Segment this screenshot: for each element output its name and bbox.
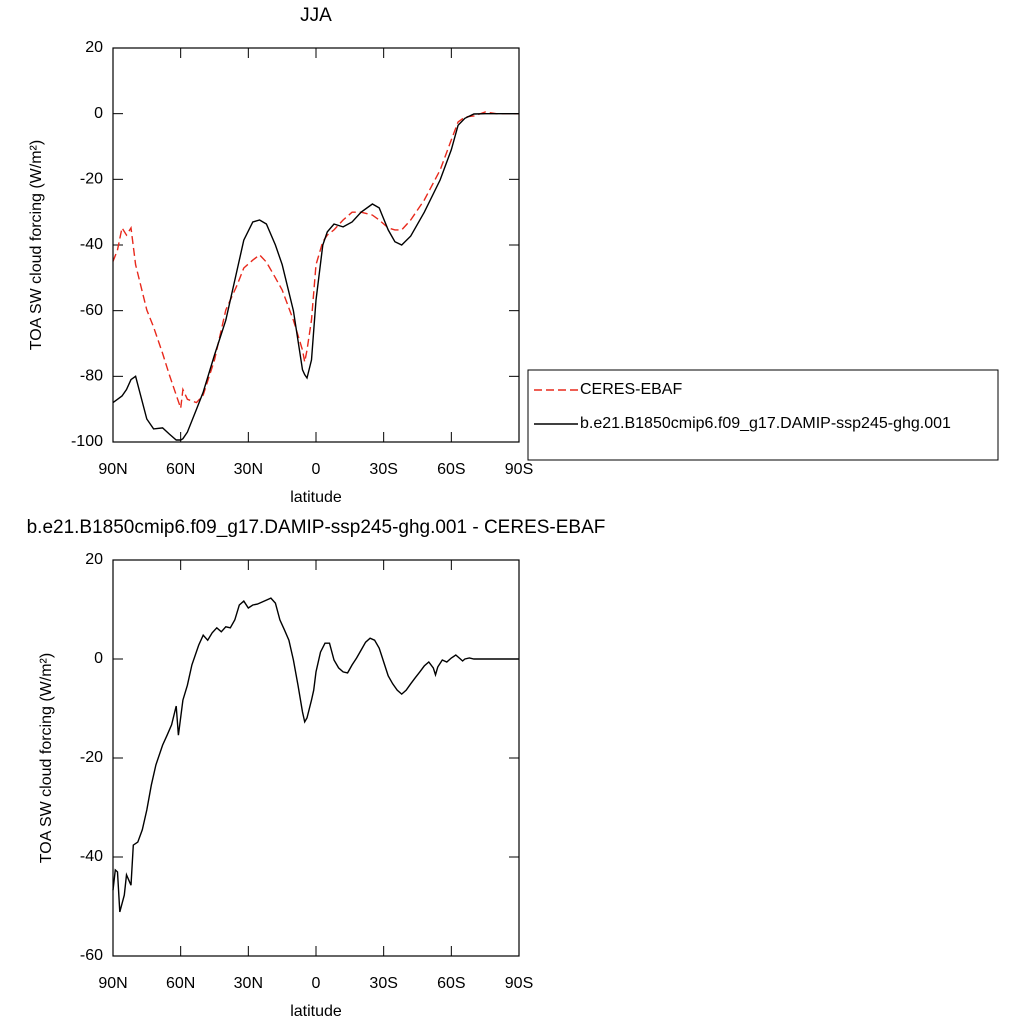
legend-box (527, 369, 999, 461)
x-tick-label: 30N (234, 975, 263, 992)
x-tick-label: 90N (98, 461, 127, 478)
x-tick-label: 0 (312, 975, 321, 992)
y-tick-label: -80 (80, 368, 103, 385)
x-tick-label: 60N (166, 461, 195, 478)
x-tick-label: 30S (369, 461, 397, 478)
x-tick-label: 60S (437, 975, 465, 992)
y-tick-label: -40 (80, 236, 103, 253)
y-tick-label: -40 (80, 848, 103, 865)
y-tick-label: -20 (80, 171, 103, 188)
x-tick-label: 60S (437, 461, 465, 478)
data-line (112, 111, 519, 409)
chart-title: JJA (300, 5, 332, 26)
x-axis-label: latitude (290, 1003, 342, 1020)
x-tick-label: 60N (166, 975, 195, 992)
legend-label: CERES-EBAF (580, 381, 682, 398)
y-tick-label: 0 (94, 105, 103, 122)
x-tick-label: 90N (98, 975, 127, 992)
y-axis-label: TOA SW cloud forcing (W/m²) (28, 140, 45, 350)
y-axis-label: TOA SW cloud forcing (W/m²) (38, 653, 55, 863)
x-tick-label: 0 (312, 461, 321, 478)
x-tick-label: 90S (505, 461, 533, 478)
y-tick-label: 20 (85, 39, 103, 56)
legend-label: b.e21.B1850cmip6.f09_g17.DAMIP-ssp245-gh… (580, 415, 951, 432)
data-line (112, 597, 519, 913)
y-tick-label: -60 (80, 947, 103, 964)
y-tick-label: -100 (71, 433, 103, 450)
plot-frame (112, 559, 520, 957)
x-axis-label: latitude (290, 489, 342, 506)
y-tick-label: -60 (80, 302, 103, 319)
x-tick-label: 30N (234, 461, 263, 478)
plot-frame (112, 47, 520, 443)
x-tick-label: 30S (369, 975, 397, 992)
data-line (112, 113, 519, 441)
chart-title: b.e21.B1850cmip6.f09_g17.DAMIP-ssp245-gh… (27, 517, 606, 538)
x-tick-label: 90S (505, 975, 533, 992)
y-tick-label: 20 (85, 551, 103, 568)
y-tick-label: 0 (94, 650, 103, 667)
y-tick-label: -20 (80, 749, 103, 766)
